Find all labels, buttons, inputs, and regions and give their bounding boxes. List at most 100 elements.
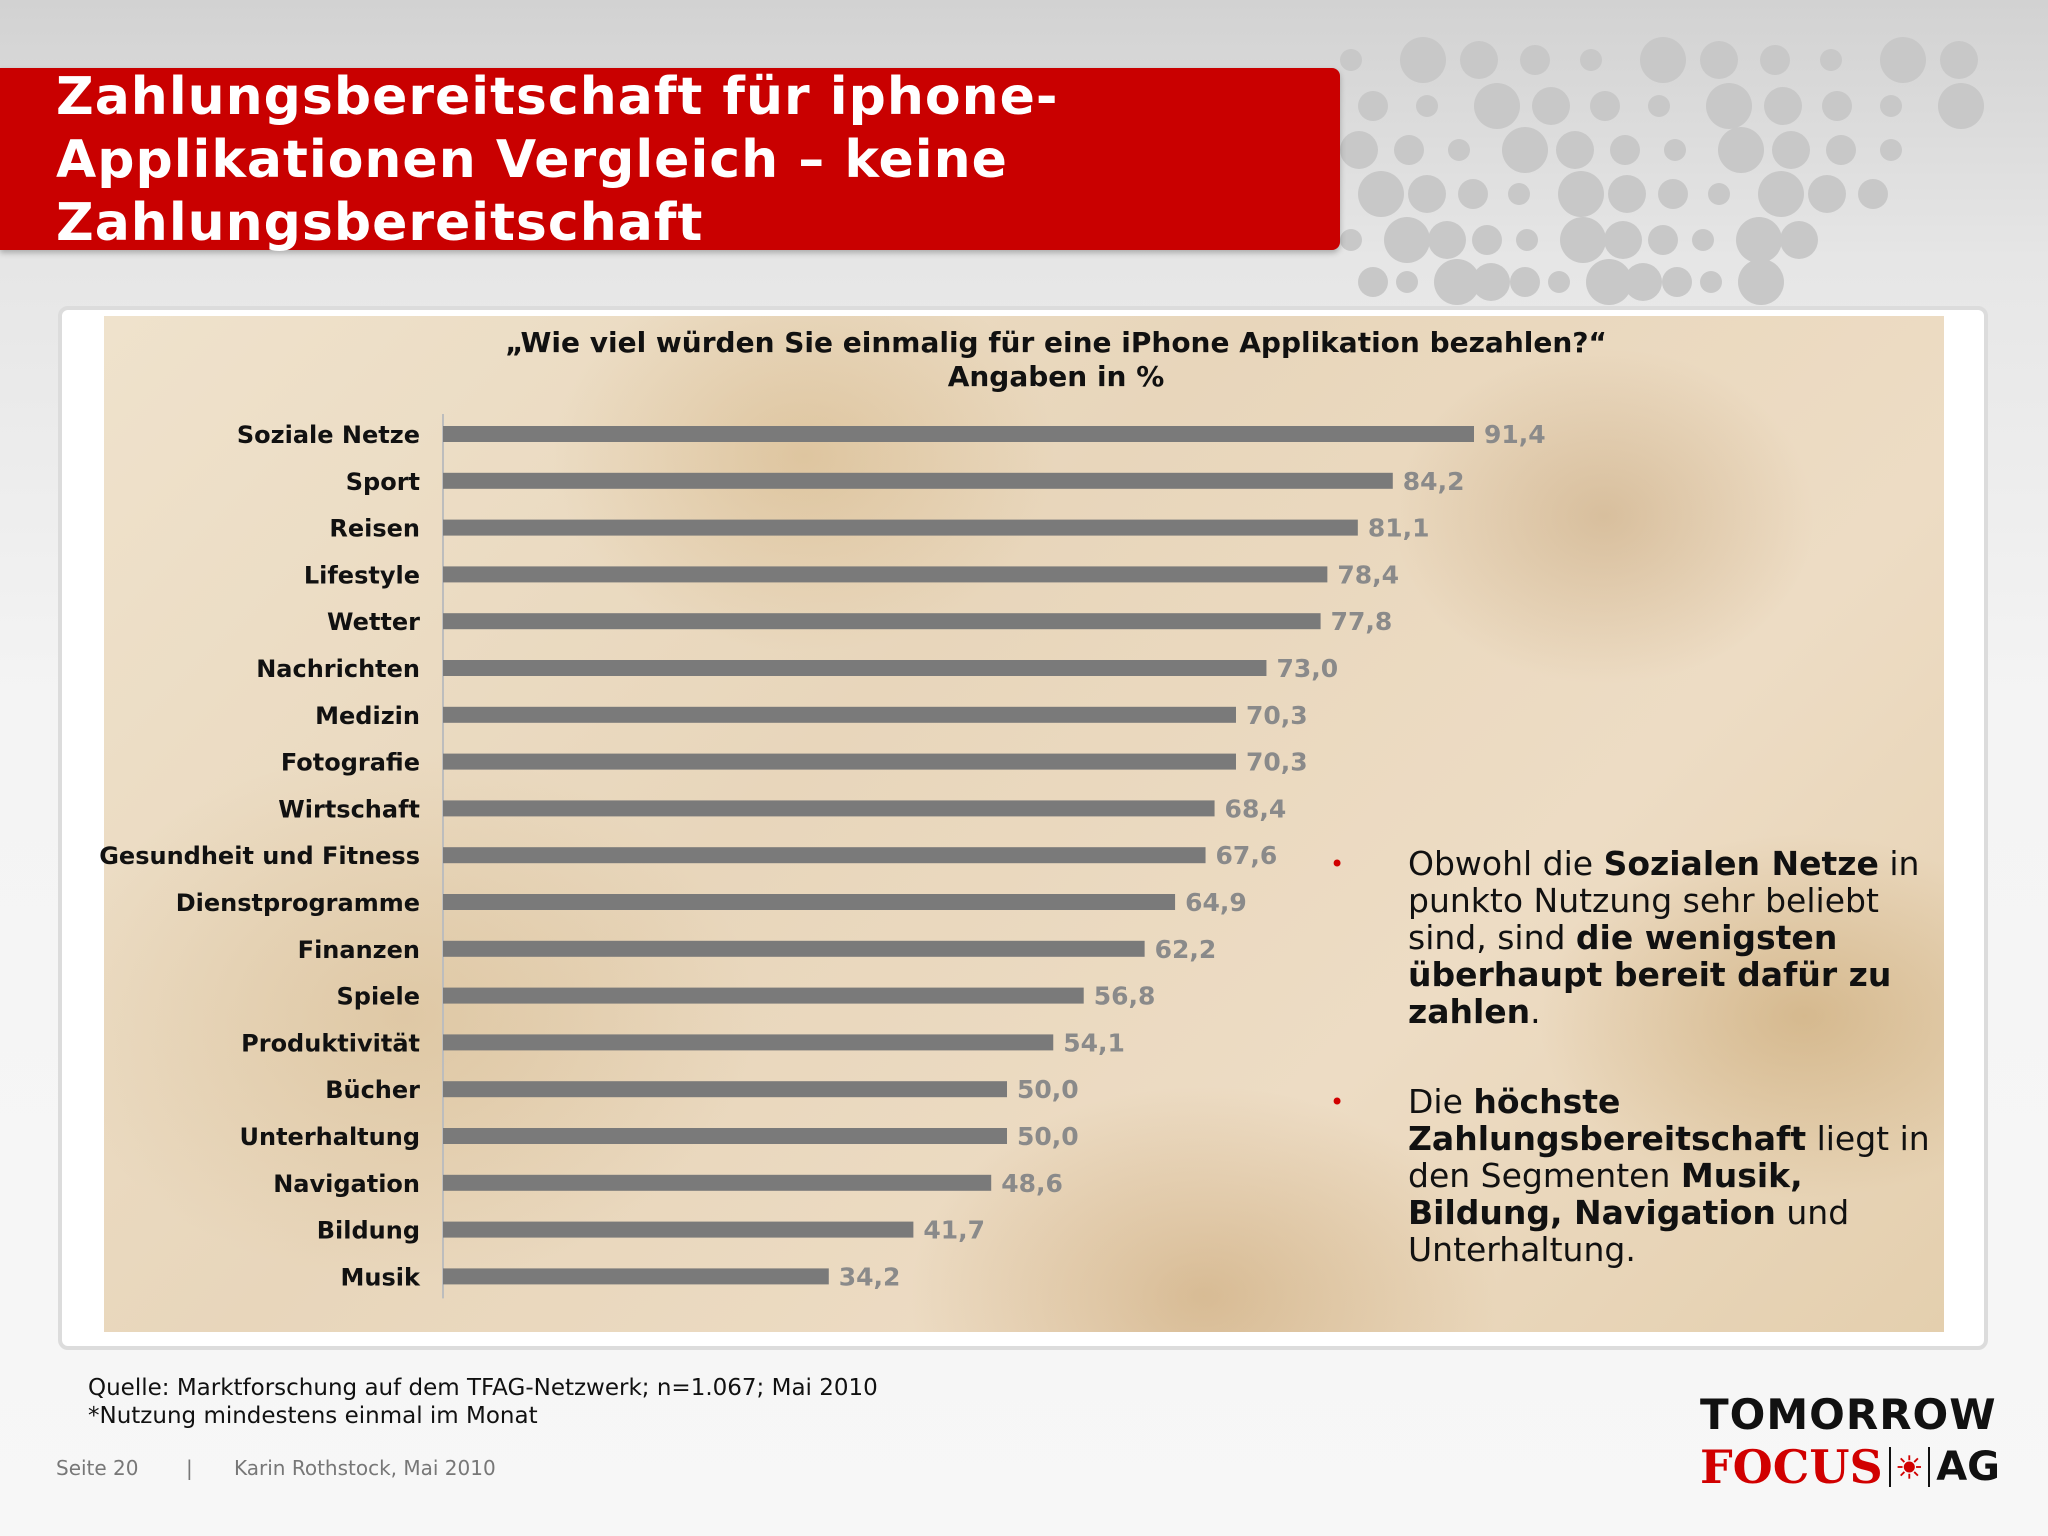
- decorative-dot: [1808, 175, 1846, 213]
- decorative-dot: [1428, 221, 1466, 259]
- decorative-dot: [1472, 263, 1510, 301]
- decorative-dot: [1880, 95, 1902, 117]
- decorative-dot: [1340, 131, 1378, 169]
- category-label: Wirtschaft: [278, 795, 420, 823]
- decorative-dot: [1764, 87, 1802, 125]
- value-label: 50,0: [1017, 1075, 1079, 1104]
- decorative-dot: [1580, 49, 1602, 71]
- decorative-dot: [1858, 179, 1888, 209]
- note-1-part: Obwohl die: [1408, 844, 1604, 883]
- bar: [443, 1081, 1008, 1098]
- decorative-dot-pattern: [1340, 20, 2040, 320]
- decorative-dot: [1826, 135, 1856, 165]
- decorative-dot: [1738, 259, 1784, 305]
- bar: [443, 940, 1145, 957]
- category-label: Reisen: [329, 515, 420, 543]
- value-label: 48,6: [1001, 1169, 1063, 1198]
- decorative-dot: [1648, 225, 1678, 255]
- decorative-dot: [1940, 41, 1978, 79]
- decorative-dot: [1648, 95, 1670, 117]
- bar: [443, 426, 1474, 442]
- category-label: Dienstprogramme: [176, 889, 420, 917]
- category-label: Finanzen: [298, 936, 420, 964]
- category-label: Gesundheit und Fitness: [99, 842, 420, 870]
- decorative-dot: [1938, 83, 1984, 129]
- decorative-dot: [1700, 271, 1722, 293]
- decorative-dot: [1558, 171, 1604, 217]
- value-label: 78,4: [1337, 560, 1399, 589]
- category-label: Bildung: [317, 1217, 420, 1245]
- note-1-part: .: [1530, 992, 1541, 1031]
- decorative-dot: [1700, 41, 1738, 79]
- value-label: 54,1: [1063, 1028, 1125, 1057]
- value-label: 64,9: [1185, 888, 1247, 917]
- note-2-part: Musik, Bildung, Navigation: [1408, 1156, 1803, 1232]
- chart-subtitle: Angaben in %: [947, 360, 1165, 393]
- value-label: 70,3: [1246, 748, 1308, 777]
- category-label: Sport: [346, 468, 420, 496]
- value-label: 41,7: [923, 1216, 985, 1245]
- note-2-part: liegt in den Segmenten: [1408, 1119, 1930, 1195]
- decorative-dot: [1510, 267, 1540, 297]
- decorative-dot: [1662, 267, 1692, 297]
- decorative-dot: [1640, 37, 1686, 83]
- decorative-dot: [1384, 217, 1430, 263]
- bar: [443, 566, 1328, 583]
- footer-page: Seite 20: [56, 1456, 139, 1480]
- category-label: Spiele: [337, 983, 420, 1011]
- footnote-text: *Nutzung mindestens einmal im Monat: [88, 1403, 538, 1429]
- decorative-dot: [1692, 229, 1714, 251]
- decorative-dot: [1760, 45, 1790, 75]
- value-label: 81,1: [1368, 514, 1430, 543]
- decorative-dot: [1458, 179, 1488, 209]
- footer-author: Karin Rothstock, Mai 2010: [234, 1456, 496, 1480]
- decorative-dot: [1520, 45, 1550, 75]
- decorative-dot: [1820, 49, 1842, 71]
- decorative-dot: [1718, 127, 1764, 173]
- bar: [443, 894, 1176, 910]
- bar: [443, 1221, 914, 1238]
- decorative-dot: [1624, 263, 1662, 301]
- decorative-dot: [1408, 175, 1446, 213]
- value-label: 67,6: [1216, 841, 1278, 870]
- chart-title: „Wie viel würden Sie einmalig für eine i…: [505, 326, 1607, 359]
- decorative-dot: [1590, 91, 1620, 121]
- bar: [443, 613, 1321, 630]
- bar: [443, 1128, 1008, 1144]
- bar: [443, 800, 1215, 817]
- bar: [443, 1268, 829, 1285]
- decorative-dot: [1340, 229, 1362, 251]
- bar: [443, 519, 1358, 536]
- chart-title-block: „Wie viel würden Sie einmalig für eine i…: [400, 326, 1712, 394]
- decorative-dot: [1560, 217, 1606, 263]
- decorative-dot: [1472, 225, 1502, 255]
- decorative-dot: [1758, 171, 1804, 217]
- value-label: 73,0: [1276, 654, 1338, 683]
- note-2-part: und Unterhaltung.: [1408, 1193, 1850, 1269]
- decorative-dot: [1664, 139, 1686, 161]
- value-label: 68,4: [1225, 794, 1287, 823]
- decorative-dot: [1608, 175, 1646, 213]
- note-1-part: Sozialen Netze: [1603, 844, 1879, 883]
- bar: [443, 1174, 992, 1191]
- decorative-dot: [1340, 49, 1362, 71]
- logo-focus-text: FOCUS: [1700, 1440, 1883, 1494]
- source-text: Quelle: Marktforschung auf dem TFAG-Netz…: [88, 1375, 878, 1401]
- logo-ag-text: AG: [1936, 1444, 2000, 1490]
- decorative-dot: [1780, 221, 1818, 259]
- value-label: 70,3: [1246, 701, 1308, 730]
- company-logo: TOMORROW FOCUS AG: [1700, 1390, 2000, 1494]
- bar: [443, 1034, 1054, 1051]
- decorative-dot: [1822, 91, 1852, 121]
- category-label: Produktivität: [241, 1029, 420, 1057]
- decorative-dot: [1502, 127, 1548, 173]
- note-2-bullet: •: [1330, 1088, 1345, 1116]
- category-label: Unterhaltung: [240, 1123, 421, 1151]
- decorative-dot: [1508, 183, 1530, 205]
- value-label: 56,8: [1094, 982, 1156, 1011]
- footer-separator: |: [186, 1456, 193, 1480]
- decorative-dot: [1358, 171, 1404, 217]
- logo-line1: TOMORROW: [1700, 1390, 1997, 1439]
- bar: [443, 847, 1206, 864]
